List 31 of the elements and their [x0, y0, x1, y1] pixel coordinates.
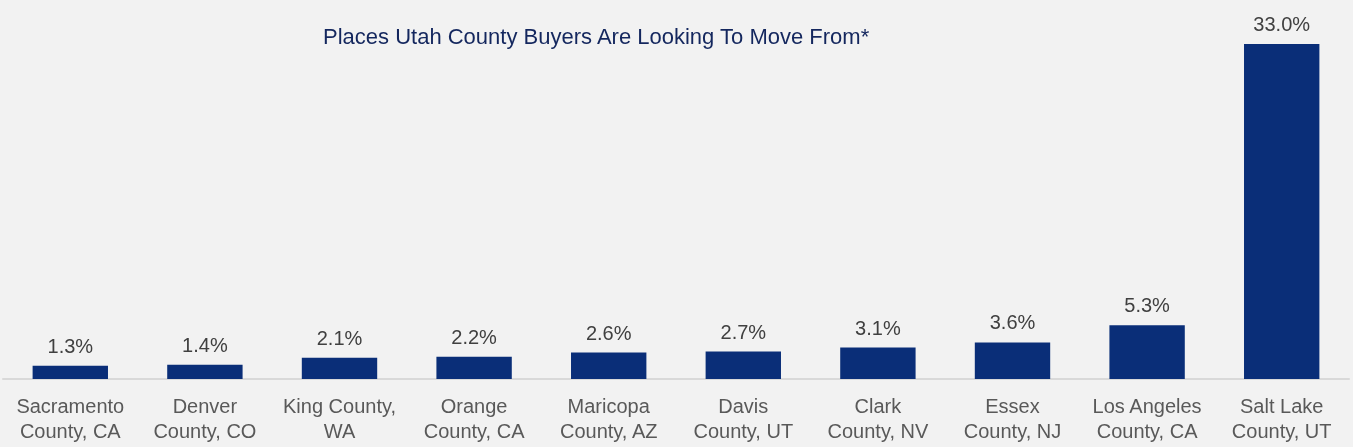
bar — [32, 365, 108, 379]
x-tick-label: Sacramento County, CA — [16, 394, 125, 442]
data-label: 5.3% — [1124, 294, 1171, 317]
bar — [571, 352, 647, 379]
x-tick-label: Los Angeles County, CA — [1092, 394, 1202, 442]
x-tick-label: Orange County, CA — [423, 394, 526, 442]
x-tick-label: Davis County, UT — [693, 394, 794, 442]
data-label: 1.4% — [182, 333, 228, 356]
x-tick-label: Salt Lake County, UT — [1231, 394, 1332, 442]
bar — [167, 364, 243, 379]
data-label: 2.6% — [585, 321, 632, 344]
x-tick-label: Maricopa County, AZ — [559, 394, 658, 442]
chart-title: Places Utah County Buyers Are Looking To Move From* — [323, 23, 870, 49]
data-label: 33.0% — [1253, 13, 1311, 35]
data-label: 3.6% — [989, 311, 1036, 334]
bar — [840, 347, 916, 379]
x-tick-label: Denver County, CO — [153, 394, 257, 442]
bar — [705, 351, 781, 379]
data-label: 2.7% — [720, 320, 767, 343]
x-tick-label: King County, WA — [282, 394, 397, 442]
data-label: 2.1% — [316, 326, 363, 349]
data-label: 3.1% — [855, 316, 901, 339]
bar — [1109, 325, 1185, 379]
bar — [974, 342, 1051, 379]
x-tick-label: Essex County, NJ — [963, 394, 1062, 442]
bar — [301, 357, 378, 379]
data-label: 1.3% — [47, 334, 94, 357]
x-tick-label: Clark County, NV — [827, 394, 929, 442]
data-label: 2.2% — [451, 325, 498, 348]
bar — [436, 356, 512, 379]
bar — [1244, 44, 1320, 379]
